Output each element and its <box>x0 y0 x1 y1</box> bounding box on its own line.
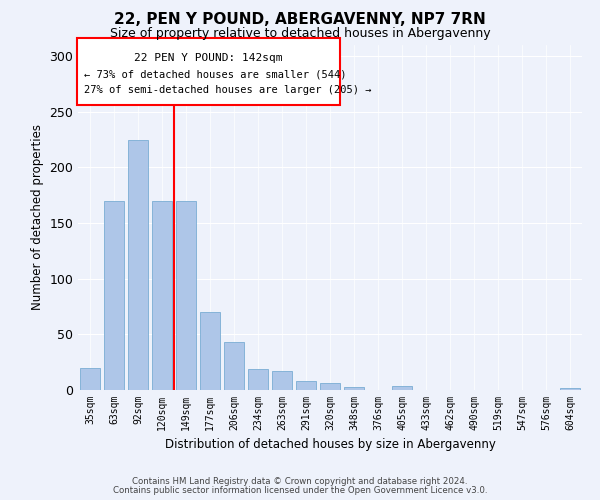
Bar <box>392 386 412 390</box>
Bar <box>128 140 148 390</box>
Bar <box>152 201 172 390</box>
Text: Contains HM Land Registry data © Crown copyright and database right 2024.: Contains HM Land Registry data © Crown c… <box>132 477 468 486</box>
Bar <box>248 369 268 390</box>
Text: Size of property relative to detached houses in Abergavenny: Size of property relative to detached ho… <box>110 28 490 40</box>
Bar <box>272 371 292 390</box>
X-axis label: Distribution of detached houses by size in Abergavenny: Distribution of detached houses by size … <box>164 438 496 452</box>
Text: 22 PEN Y POUND: 142sqm: 22 PEN Y POUND: 142sqm <box>134 54 283 64</box>
Bar <box>224 342 244 390</box>
Bar <box>80 368 100 390</box>
Bar <box>344 386 364 390</box>
Bar <box>560 388 580 390</box>
Text: 27% of semi-detached houses are larger (205) →: 27% of semi-detached houses are larger (… <box>84 85 372 95</box>
Bar <box>104 201 124 390</box>
Bar <box>200 312 220 390</box>
FancyBboxPatch shape <box>77 38 340 104</box>
Bar <box>296 381 316 390</box>
Text: 22, PEN Y POUND, ABERGAVENNY, NP7 7RN: 22, PEN Y POUND, ABERGAVENNY, NP7 7RN <box>114 12 486 28</box>
Text: ← 73% of detached houses are smaller (544): ← 73% of detached houses are smaller (54… <box>84 70 347 80</box>
Bar <box>176 201 196 390</box>
Text: Contains public sector information licensed under the Open Government Licence v3: Contains public sector information licen… <box>113 486 487 495</box>
Y-axis label: Number of detached properties: Number of detached properties <box>31 124 44 310</box>
Bar <box>320 384 340 390</box>
